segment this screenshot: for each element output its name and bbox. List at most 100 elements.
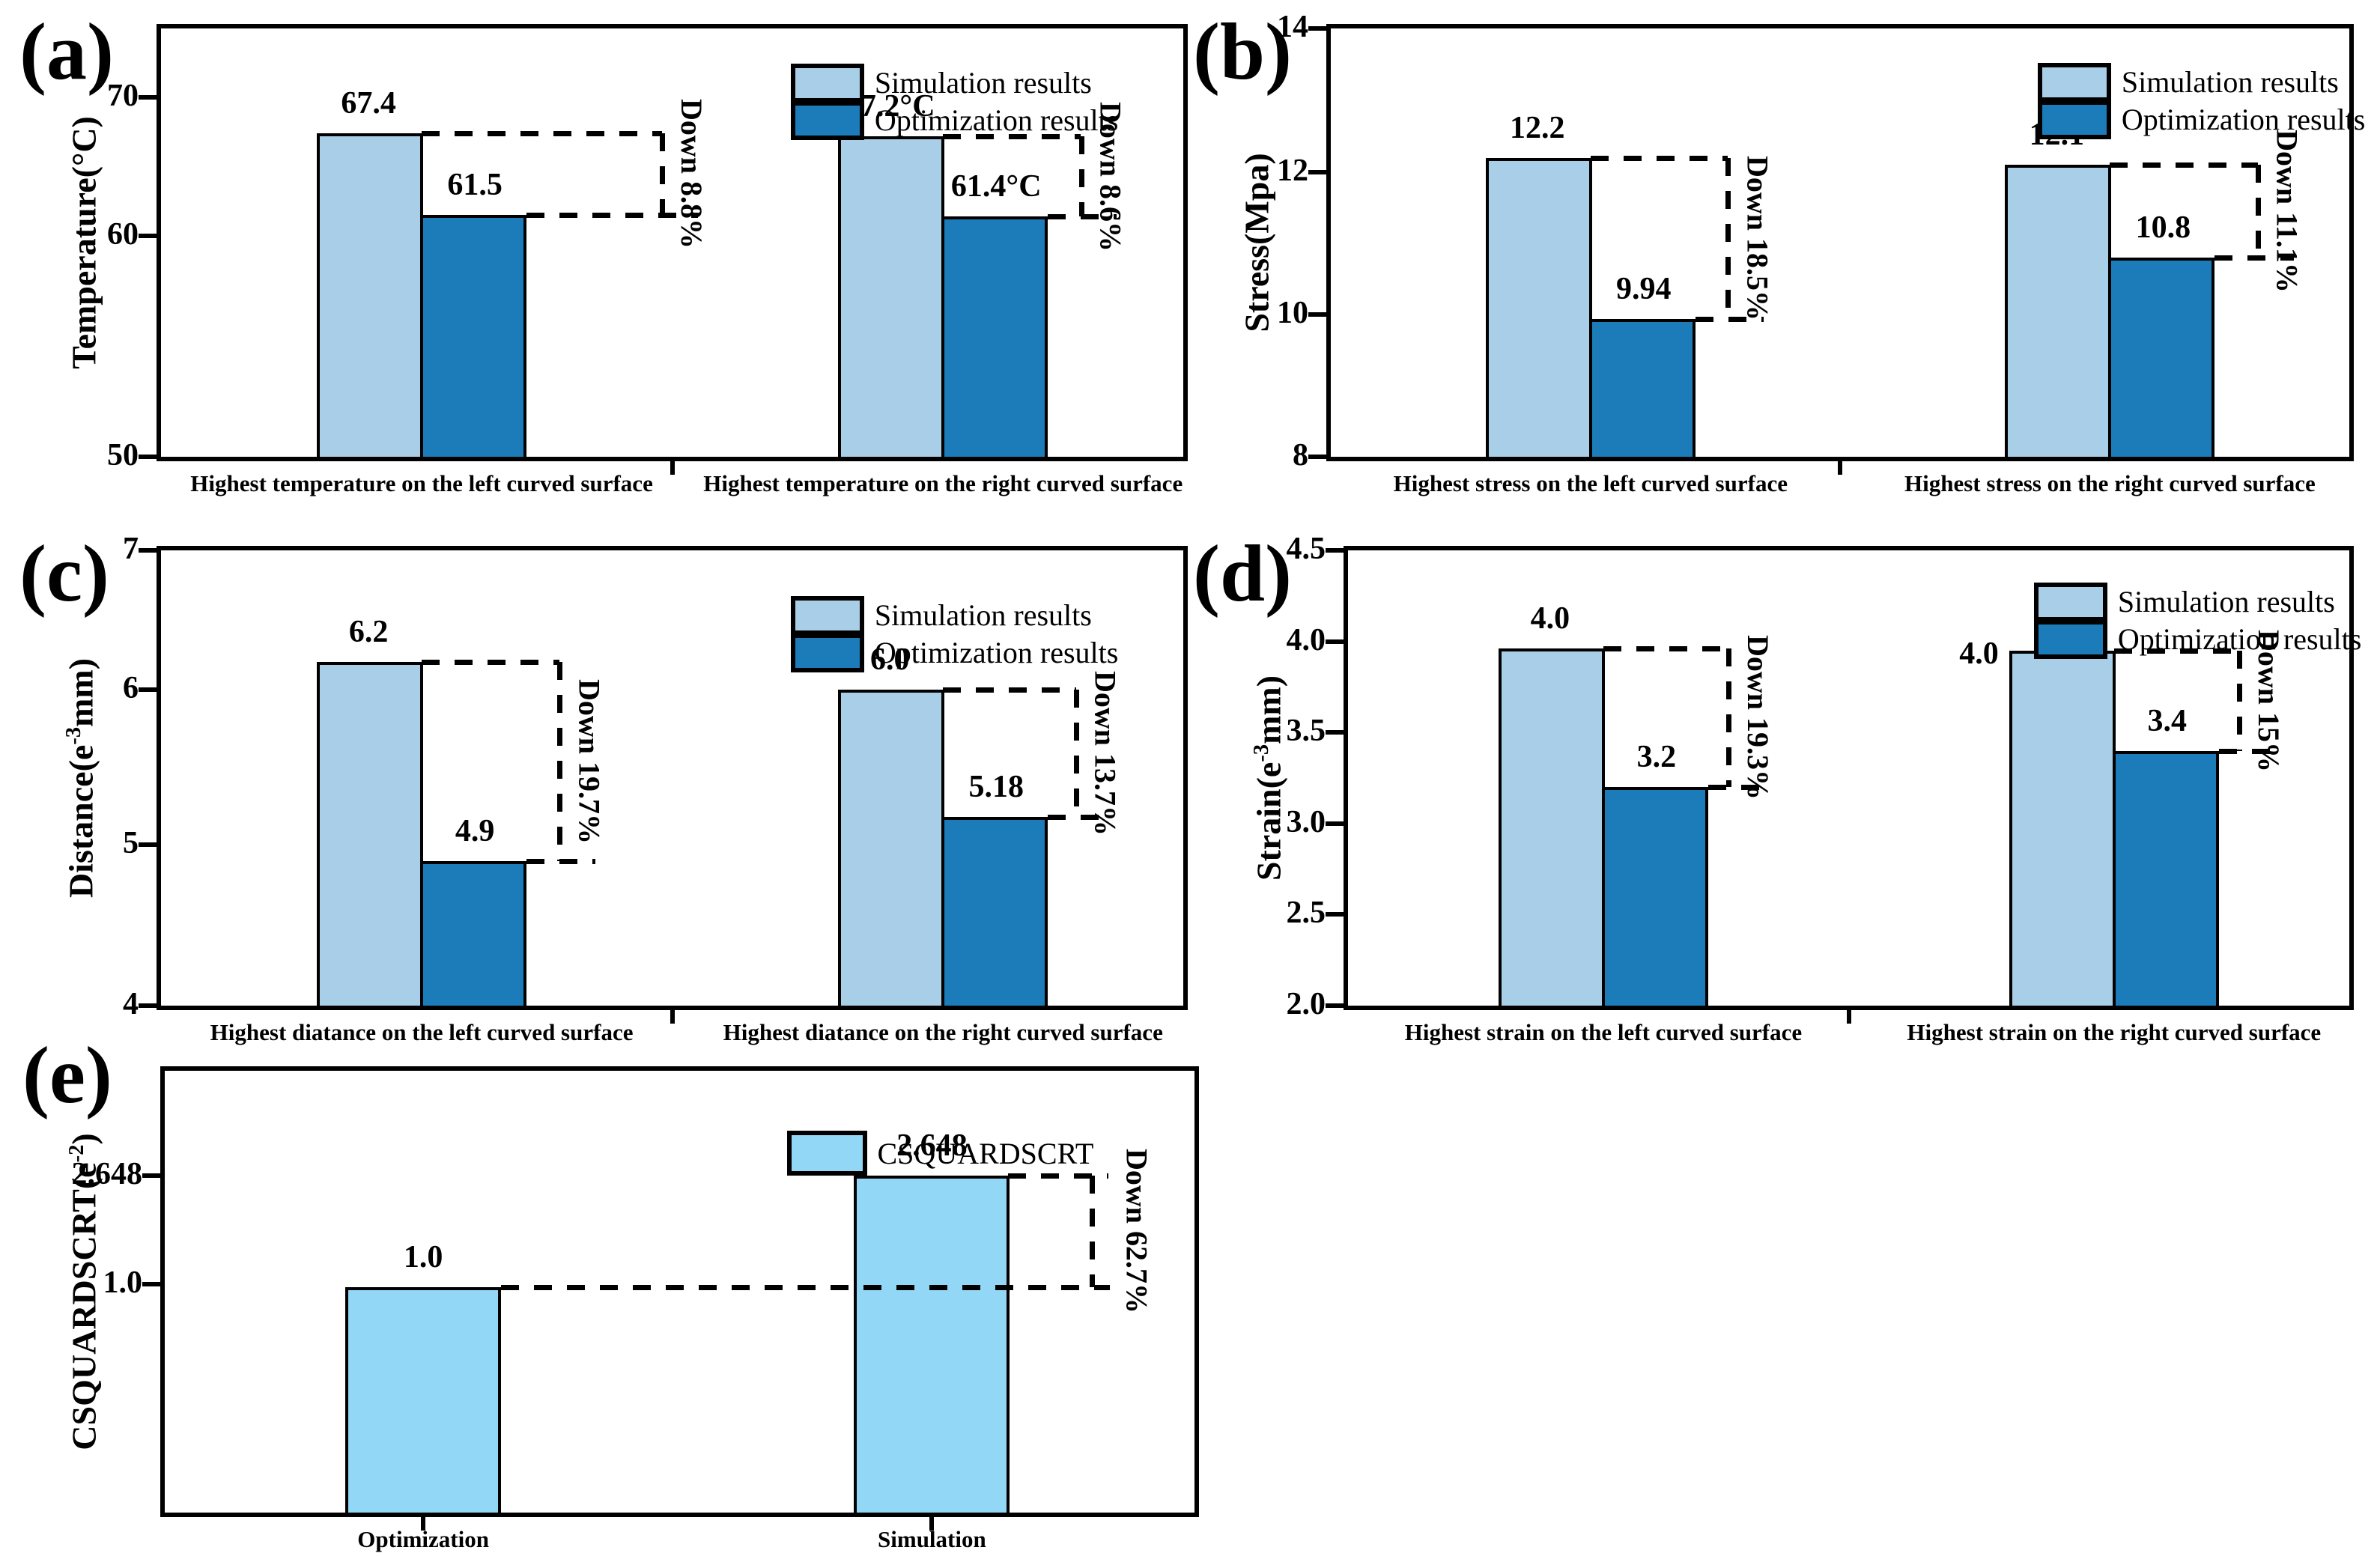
down-annotation-vertical-dash [1073, 690, 1079, 817]
y-axis-title-segment: ) [64, 1133, 103, 1145]
x-tick-mark-e [421, 1517, 426, 1531]
category-label-a-g1: Highest temperature on the right curved … [703, 470, 1183, 496]
down-percent-label: Down 15% [2251, 629, 2286, 772]
bar-value-label: 5.18 [968, 769, 1024, 804]
y-tick-label-b: 8 [1293, 438, 1308, 472]
y-tick-label-c: 5 [123, 825, 139, 860]
x-tick-mark-c [670, 1010, 675, 1024]
bar-value-label: 3.4 [2147, 703, 2188, 738]
category-label-b-g0: Highest stress on the left curved surfac… [1393, 470, 1788, 496]
legend-row-d-1: Optimization results [2033, 619, 2362, 659]
y-tick-mark-a [139, 95, 157, 100]
simulation-bar-d-g0 [1498, 648, 1605, 1009]
panel-label-a: (a) [19, 7, 114, 97]
legend-label: Optimization results [2117, 622, 2362, 657]
down-percent-label: Down 62.7% [1120, 1149, 1154, 1314]
down-annotation-bottom-dash [526, 858, 596, 864]
down-annotation-top-dash [422, 659, 560, 665]
bar-value-label: 10.8 [2135, 210, 2191, 246]
legend-swatch-csquardscrt [786, 1131, 867, 1176]
down-percent-label: Down 19.7% [572, 678, 607, 844]
legend-row-a-0: Simulation results [790, 63, 1092, 103]
legend-row-a-1: Optimization results [790, 100, 1119, 140]
down-percent-label: Down 13.7% [1088, 670, 1123, 836]
simulation-bar-a-g0 [317, 133, 424, 460]
x-tick-mark-b [1838, 461, 1842, 475]
down-annotation-top-dash [422, 131, 662, 137]
category-label-d-g1: Highest strain on the right curved surfa… [1907, 1019, 2322, 1045]
y-tick-mark-b [1308, 26, 1326, 31]
y-tick-mark-b [1308, 312, 1326, 317]
bar-value-label: 4.9 [455, 813, 495, 848]
legend-label: Optimization results [874, 103, 1119, 138]
legend-swatch-simulation [2033, 582, 2107, 622]
simulation-bar-d-g1 [2009, 650, 2116, 1009]
y-tick-label-e: 2.648 [71, 1156, 143, 1191]
y-tick-label-c: 6 [123, 671, 139, 706]
bar-value-label: 1.0 [403, 1240, 443, 1275]
category-label-a-g0: Highest temperature on the left curved s… [190, 470, 653, 496]
legend-swatch-simulation [790, 595, 864, 635]
bar-value-label: 6.0 [869, 642, 910, 678]
down-annotation-top-dash [2113, 648, 2239, 654]
down-annotation-top-dash [943, 134, 1081, 140]
y-tick-mark-c [139, 548, 157, 553]
category-label-c-g0: Highest diatance on the left curved surf… [210, 1019, 634, 1045]
down-percent-label: Down 18.5% [1740, 156, 1775, 321]
bar-value-label: 61.5 [447, 167, 503, 202]
legend-swatch-simulation [790, 63, 864, 103]
legend-swatch-optimization [2037, 100, 2111, 139]
y-tick-mark-b [1308, 170, 1326, 175]
y-tick-label-c: 4 [123, 987, 139, 1021]
down-annotation-vertical-dash [2236, 650, 2242, 751]
optimization-bar-b-g0 [1588, 318, 1696, 460]
simulation-bar-b-g1 [2005, 164, 2112, 460]
down-annotation-top-dash [943, 687, 1076, 693]
y-tick-label-a: 70 [107, 79, 139, 114]
y-tick-label-d: 4.0 [1286, 622, 1326, 657]
legend-label: Simulation results [2117, 585, 2335, 619]
y-tick-label-d: 3.0 [1286, 804, 1326, 839]
legend-row-b-0: Simulation results [2037, 62, 2339, 102]
x-tick-mark-e [929, 1517, 935, 1531]
down-annotation-top-dash [1008, 1173, 1109, 1179]
down-annotation-top-dash [2110, 162, 2258, 168]
y-tick-label-c: 7 [123, 532, 139, 566]
y-tick-mark-e [142, 1173, 160, 1178]
y-axis-title-d: Strain(e-3mm) [1249, 675, 1289, 881]
bar-value-label: 4.0 [1959, 636, 1999, 671]
down-annotation-vertical-dash [557, 661, 563, 861]
legend-label: Simulation results [874, 598, 1092, 633]
bar-value-label: 61.4°C [950, 169, 1042, 204]
x-tick-mark-d [1846, 1010, 1851, 1024]
down-annotation-bottom-dash [1048, 814, 1112, 820]
legend-row-e-0: CSQUARDSCRT [786, 1131, 1093, 1176]
legend-swatch-optimization [2033, 619, 2107, 659]
legend-row-d-0: Simulation results [2033, 582, 2335, 622]
down-annotation-vertical-dash [1726, 648, 1732, 788]
y-tick-mark-c [139, 687, 157, 693]
y-tick-label-d: 3.5 [1286, 714, 1326, 749]
simulation-bar-c-g0 [317, 661, 424, 1009]
optimization-bar-a-g1 [941, 216, 1048, 460]
down-annotation-bottom-dash [1707, 785, 1765, 791]
down-annotation-top-dash [1590, 155, 1728, 161]
down-annotation-long-dash [501, 1285, 1111, 1291]
bar-e-g0 [345, 1287, 502, 1516]
y-tick-label-d: 4.5 [1286, 532, 1326, 566]
legend-row-c-0: Simulation results [790, 595, 1092, 635]
down-annotation-bottom-dash [2214, 255, 2294, 261]
legend-swatch-optimization [790, 100, 864, 140]
down-annotation-bottom-dash [1048, 214, 1117, 220]
optimization-bar-d-g1 [2112, 750, 2219, 1009]
bar-value-label: 2.648 [896, 1128, 968, 1163]
legend-label: Simulation results [2121, 65, 2339, 100]
panel-label-e: (e) [22, 1031, 112, 1120]
down-annotation-top-dash [1603, 645, 1729, 651]
y-tick-label-a: 60 [107, 216, 139, 252]
legend-row-c-1: Optimization results [790, 633, 1118, 672]
simulation-bar-a-g1 [838, 136, 945, 460]
y-tick-mark-d [1326, 912, 1344, 917]
plot-box-e [160, 1066, 1199, 1517]
y-tick-mark-a [139, 455, 157, 459]
